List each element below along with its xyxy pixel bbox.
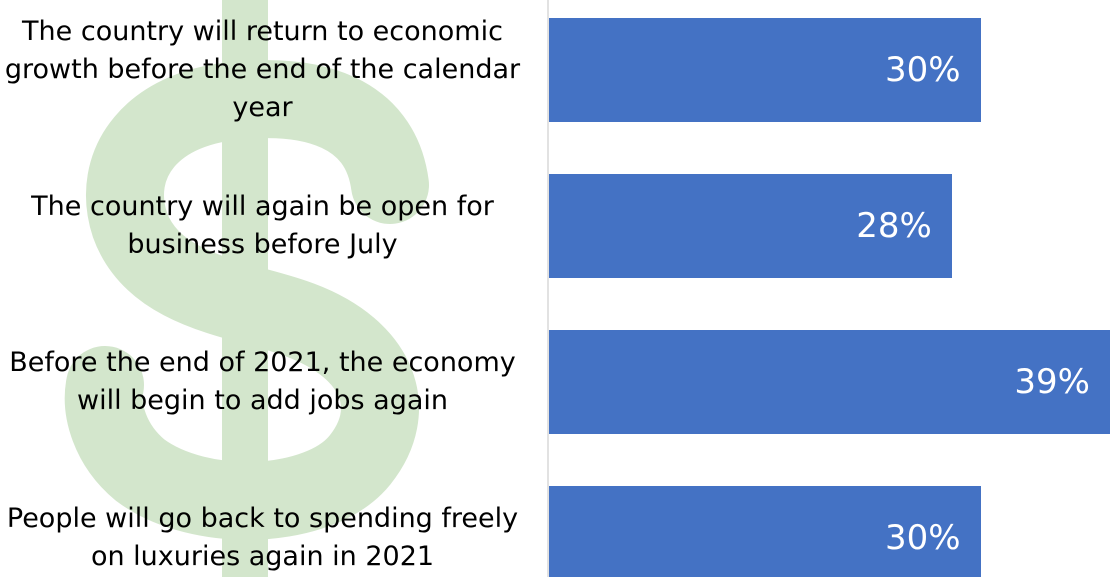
- chart: The country will return to economic grow…: [0, 0, 1110, 577]
- value-label: 30%: [549, 518, 961, 558]
- category-label: The country will return to economic grow…: [0, 13, 525, 127]
- value-label: 28%: [549, 206, 932, 246]
- category-label: Before the end of 2021, the economy will…: [0, 344, 525, 420]
- category-label: The country will again be open for busin…: [0, 188, 525, 264]
- category-label: People will go back to spending freely o…: [0, 500, 525, 576]
- value-label: 30%: [549, 50, 961, 90]
- value-label: 39%: [549, 362, 1090, 402]
